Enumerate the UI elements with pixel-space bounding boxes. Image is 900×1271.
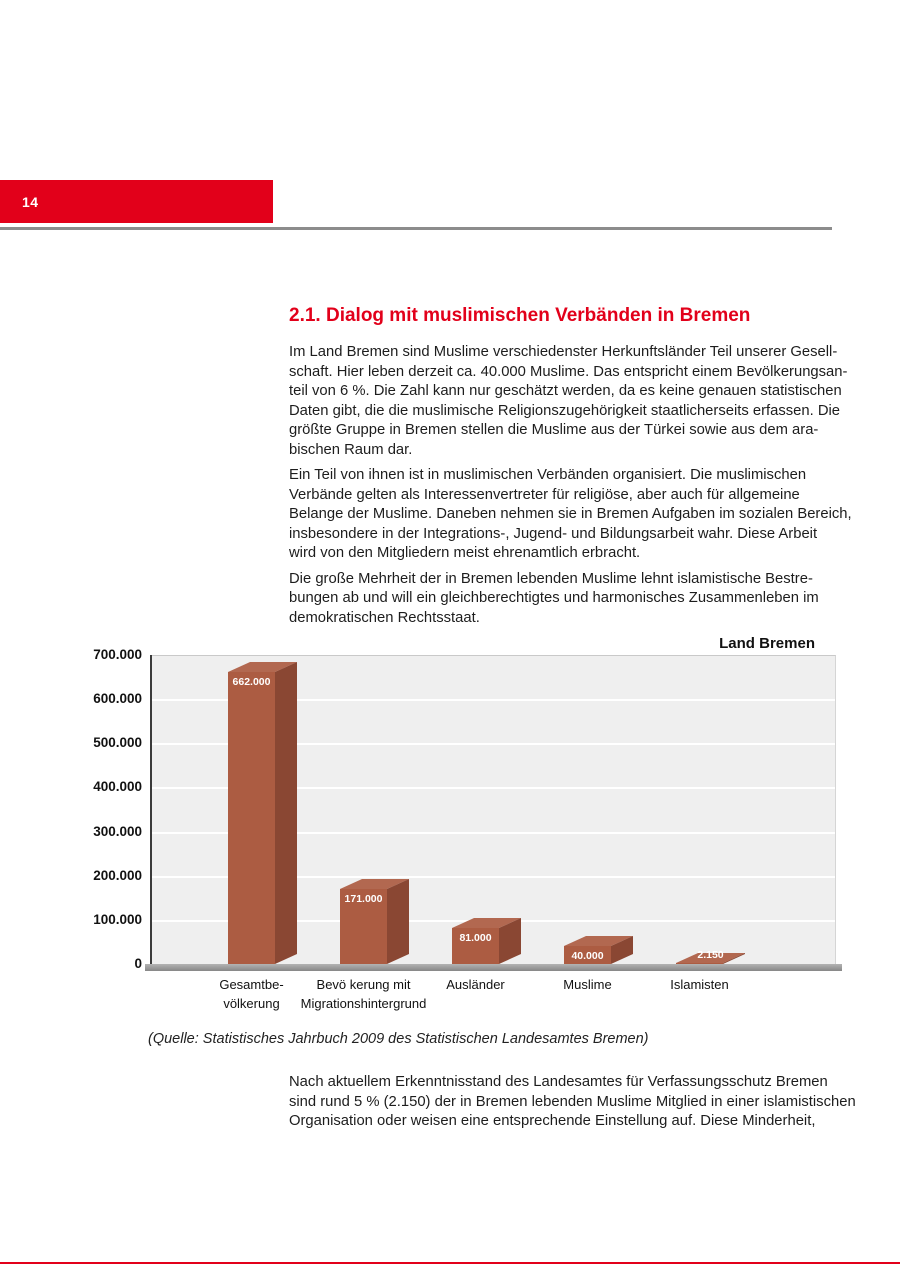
text-column: 2.1. Dialog mit muslimischen Verbänden i… <box>289 303 852 634</box>
bar-value-label: 81.000 <box>459 932 492 944</box>
bar-front-face <box>564 946 611 964</box>
gridline <box>150 787 835 790</box>
closing-paragraph: Nach aktuellem Erkenntnisstand des Lande… <box>289 1074 856 1129</box>
bottom-rule <box>0 1262 900 1264</box>
gridline <box>150 743 835 746</box>
bar-value-label: 40.000 <box>571 950 604 962</box>
x-tick-label: Islamisten <box>670 977 729 992</box>
section-title: 2.1. Dialog mit muslimischen Verbänden i… <box>289 305 751 326</box>
bar-front-face <box>676 963 723 964</box>
source-note: (Quelle: Statistisches Jahrbuch 2009 des… <box>148 1031 649 1047</box>
bar-2: 171.000 <box>340 879 410 964</box>
x-tick-label: Muslime <box>563 977 612 992</box>
bar-side-face <box>387 879 409 964</box>
x-tick-label: Ausländer <box>446 977 505 992</box>
body-paragraph-3: Die große Mehrheit der in Bremen lebende… <box>289 570 819 626</box>
y-tick-label: 500.000 <box>93 735 142 751</box>
page-number: 14 <box>22 193 39 210</box>
bar-1: 662.000 <box>228 662 298 964</box>
gridline <box>150 699 835 702</box>
y-tick-label: 100.000 <box>93 911 142 927</box>
y-axis-line <box>150 655 152 964</box>
bar-front-face <box>340 889 387 964</box>
chart-baseline <box>145 964 842 971</box>
y-tick-label: 300.000 <box>93 823 142 839</box>
x-tick-label: Gesamtbe- völkerung <box>219 977 284 1011</box>
y-tick-label: 0 <box>134 956 142 971</box>
y-tick-label: 400.000 <box>93 779 142 795</box>
bar-5: 2.150 <box>676 949 746 964</box>
chart-title: Land Bremen <box>719 635 815 652</box>
bar-front-face <box>452 928 499 964</box>
gridline <box>150 831 835 834</box>
page-number-block: 14 <box>0 180 273 223</box>
bar-front-face <box>228 672 275 964</box>
body-paragraph-1: Im Land Bremen sind Muslime verschiedens… <box>289 344 848 458</box>
y-tick-label: 700.000 <box>93 647 142 662</box>
body-paragraph-2: Ein Teil von ihnen ist in muslimischen V… <box>289 467 852 561</box>
header-rule <box>0 227 832 230</box>
bar-value-label: 2.150 <box>697 949 724 961</box>
x-tick-label: Bevö kerung mit Migrationshintergrund <box>300 977 427 1011</box>
bar-chart: Land Bremen 700.000 600.000 500.000 400.000… <box>60 635 880 1020</box>
y-tick-label: 200.000 <box>93 867 142 883</box>
bar-value-label: 171.000 <box>344 893 383 905</box>
bar-3: 81.000 <box>452 918 522 964</box>
bar-value-label: 662.000 <box>232 676 271 688</box>
gridline <box>150 875 835 878</box>
bar-side-face <box>275 662 297 964</box>
bar-4: 40.000 <box>564 936 634 964</box>
y-tick-label: 600.000 <box>93 691 142 707</box>
